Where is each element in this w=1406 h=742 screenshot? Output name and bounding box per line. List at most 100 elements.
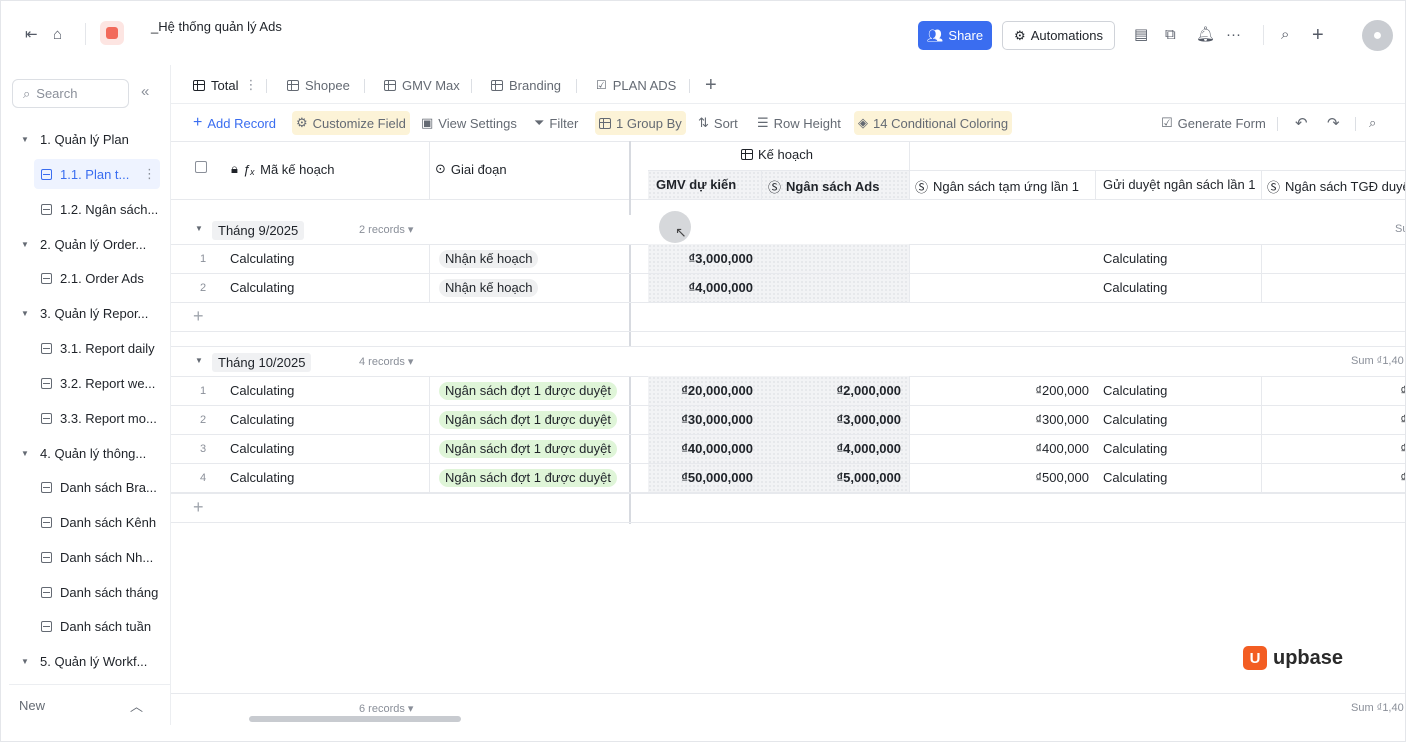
row-height-button[interactable]: ☰ Row Height <box>757 115 841 131</box>
more-icon[interactable]: ⋮ <box>143 166 156 181</box>
conditional-coloring-button[interactable]: ◈ 14 Conditional Coloring <box>854 111 1013 135</box>
select-all-checkbox[interactable] <box>195 161 207 173</box>
view-settings-button[interactable]: ▣ View Settings <box>421 115 517 131</box>
tab-plan-ads[interactable]: ☑ PLAN ADS <box>596 77 677 93</box>
cell-giai-doan[interactable]: Nhận kế hoạch <box>439 244 629 273</box>
group-by-button[interactable]: 1 Group By <box>595 111 686 135</box>
group-header[interactable]: ▼ Tháng 10/2025 4 records ▾ Sum ₫1,40 <box>171 347 1405 377</box>
cell-tam-ung[interactable]: ₫400,000 <box>1035 441 1089 456</box>
plus-icon[interactable]: + <box>1312 24 1324 46</box>
sidebar-item-brand[interactable]: Danh sách Bra... <box>9 472 169 502</box>
cell-ngan-sach-ads[interactable] <box>761 273 909 302</box>
cell-gui-duyet[interactable]: Calculating <box>1103 251 1168 266</box>
footer-count[interactable]: 6 records ▾ <box>359 703 414 715</box>
home-icon[interactable]: ⌂ <box>53 26 63 43</box>
customize-field-button[interactable]: ⚙ Customize Field <box>292 111 410 135</box>
cell-ma-ke-hoach[interactable]: Calculating <box>230 280 295 295</box>
column-header-giai-doan[interactable]: ⊙ Giai đoạn <box>435 161 507 177</box>
cell-gui-duyet[interactable]: Calculating <box>1103 412 1168 427</box>
search-records-icon[interactable]: ⌕ <box>1369 115 1377 130</box>
column-header-gmv[interactable]: GMV dự kiến <box>656 177 737 192</box>
new-button[interactable]: New <box>19 698 46 713</box>
cell-tgd[interactable]: ₫ <box>1261 405 1405 434</box>
sidebar-item-report-weekly[interactable]: 3.2. Report we... <box>9 368 169 398</box>
cell-ma-ke-hoach[interactable]: Calculating <box>230 383 295 398</box>
horizontal-scrollbar[interactable] <box>249 716 461 722</box>
cell-tgd[interactable]: ₫ <box>1261 463 1405 492</box>
avatar[interactable]: ● <box>1362 20 1393 51</box>
sidebar-item-tuan[interactable]: Danh sách tuần <box>9 611 169 641</box>
add-row-icon[interactable]: + <box>193 306 204 326</box>
sidebar-item-thang[interactable]: Danh sách tháng <box>9 577 169 607</box>
cell-tgd[interactable] <box>1261 244 1405 273</box>
column-group-ke-hoach[interactable]: Kế hoạch <box>741 147 813 162</box>
column-header-tgd[interactable]: Ⓢ Ngân sách TGĐ duyệt <box>1267 179 1406 195</box>
sidebar-item-report-monthly[interactable]: 3.3. Report mo... <box>9 403 169 433</box>
sidebar-folder-workflow[interactable]: ▼ 5. Quản lý Workf... <box>21 653 148 669</box>
cell-ma-ke-hoach[interactable]: Calculating <box>230 470 295 485</box>
group-count[interactable]: 4 records ▾ <box>359 356 414 368</box>
add-record-button[interactable]: + Add Record <box>193 114 276 131</box>
caret-down-icon[interactable]: ▼ <box>195 224 203 233</box>
collapse-icon[interactable]: « <box>141 83 150 100</box>
cell-gmv[interactable]: ₫3,000,000 <box>688 251 753 266</box>
sidebar-item-kenh[interactable]: Danh sách Kênh <box>9 507 169 537</box>
more-icon[interactable]: ··· <box>1226 26 1241 43</box>
filter-button[interactable]: ⏷ Filter <box>534 115 579 131</box>
add-view-button[interactable]: + <box>705 73 717 96</box>
cell-ma-ke-hoach[interactable]: Calculating <box>230 251 295 266</box>
sidebar-toggle-icon[interactable]: ⇤ <box>25 26 38 43</box>
cell-ngan-sach-ads[interactable]: ₫3,000,000 <box>836 412 901 427</box>
cell-ma-ke-hoach[interactable]: Calculating <box>230 412 295 427</box>
cell-giai-doan[interactable]: Nhận kế hoạch <box>439 273 629 302</box>
cell-gui-duyet[interactable]: Calculating <box>1103 470 1168 485</box>
cell-ma-ke-hoach[interactable]: Calculating <box>230 441 295 456</box>
cell-ngan-sach-ads[interactable] <box>761 244 909 273</box>
cell-tam-ung[interactable]: ₫300,000 <box>1035 412 1089 427</box>
cell-ngan-sach-ads[interactable]: ₫5,000,000 <box>836 470 901 485</box>
bell-icon[interactable]: 🔔︎ <box>1196 26 1216 43</box>
sort-button[interactable]: ⇅ Sort <box>698 115 738 131</box>
tab-total[interactable]: Total ⋮ <box>193 67 257 103</box>
search-icon[interactable]: ⌕ <box>1281 26 1290 43</box>
column-header-gui-duyet[interactable]: Gửi duyệt ngân sách lần 1 <box>1103 177 1256 192</box>
undo-icon[interactable]: ↶ <box>1295 115 1308 132</box>
group-header[interactable]: ▼ Tháng 9/2025 2 records ▾ Su <box>171 215 1405 245</box>
sidebar-folder-report[interactable]: ▼ 3. Quản lý Repor... <box>21 305 149 321</box>
tab-shopee[interactable]: Shopee <box>287 67 350 103</box>
sidebar-item-report-daily[interactable]: 3.1. Report daily <box>9 333 169 363</box>
column-header-tam-ung[interactable]: Ⓢ Ngân sách tạm ứng lần 1 <box>915 179 1080 195</box>
cell-gmv[interactable]: ₫40,000,000 <box>681 441 753 456</box>
cell-giai-doan[interactable]: Ngân sách đợt 1 được duyệt <box>439 434 629 463</box>
column-header-ngan-sach-ads[interactable]: Ⓢ Ngân sách Ads <box>768 179 880 195</box>
cell-giai-doan[interactable]: Ngân sách đợt 1 được duyệt <box>439 463 629 492</box>
cell-gui-duyet[interactable]: Calculating <box>1103 280 1168 295</box>
sidebar-item-order-ads[interactable]: 2.1. Order Ads <box>9 263 169 293</box>
cell-tam-ung[interactable]: ₫200,000 <box>1035 383 1089 398</box>
automations-button[interactable]: ⚙ Automations <box>1002 21 1115 50</box>
cell-tam-ung[interactable] <box>909 273 1095 302</box>
cell-giai-doan[interactable]: Ngân sách đợt 1 được duyệt <box>439 376 629 405</box>
tab-gmv-max[interactable]: GMV Max <box>384 67 460 103</box>
cell-gmv[interactable]: ₫50,000,000 <box>681 470 753 485</box>
redo-icon[interactable]: ↷ <box>1327 115 1340 132</box>
generate-form-button[interactable]: ☑ Generate Form <box>1161 115 1266 131</box>
search-input[interactable]: ⌕ Search <box>12 79 129 108</box>
extension-icon[interactable]: ⧉ <box>1165 26 1176 43</box>
more-icon[interactable]: ⋮ <box>244 77 258 92</box>
sidebar-folder-thongtin[interactable]: ▼ 4. Quản lý thông... <box>21 445 147 461</box>
cell-gui-duyet[interactable]: Calculating <box>1103 441 1168 456</box>
document-icon[interactable]: ▤ <box>1134 26 1149 43</box>
column-header-ma-ke-hoach[interactable]: 🔒︎ ƒₓ Mã kế hoạch <box>231 161 335 177</box>
cell-gmv[interactable]: ₫30,000,000 <box>681 412 753 427</box>
sidebar-item-nh[interactable]: Danh sách Nh... <box>9 542 169 572</box>
add-row-icon[interactable]: + <box>193 497 204 517</box>
sidebar-item-plan[interactable]: 1.1. Plan t... ⋮ <box>34 159 160 189</box>
sidebar-folder-order[interactable]: ▼ 2. Quản lý Order... <box>21 236 147 252</box>
sidebar-item-ngansach[interactable]: 1.2. Ngân sách... <box>9 194 169 224</box>
cell-tgd[interactable]: ₫ <box>1261 376 1405 405</box>
cell-tgd[interactable]: ₫ <box>1261 434 1405 463</box>
cell-tam-ung[interactable] <box>909 244 1095 273</box>
cell-gui-duyet[interactable]: Calculating <box>1103 383 1168 398</box>
group-count[interactable]: 2 records ▾ <box>359 224 414 236</box>
